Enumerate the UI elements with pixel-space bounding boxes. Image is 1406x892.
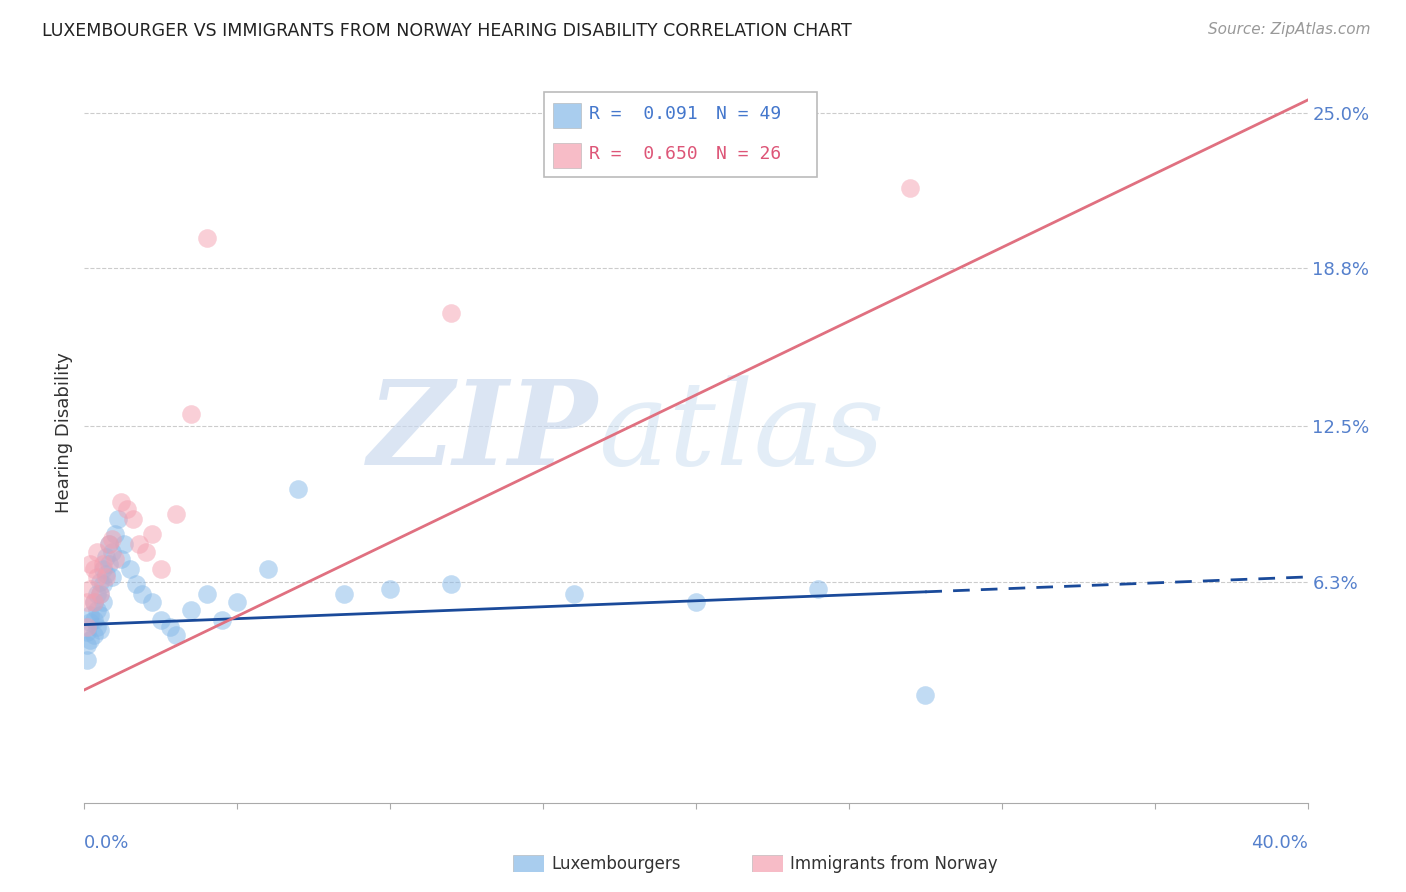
Point (128, 537, 150, 551)
Point (79, 582, 101, 597)
Point (79, 632, 101, 647)
Point (104, 552, 127, 566)
Point (226, 595, 249, 609)
Point (83, 595, 105, 609)
Y-axis label: Hearing Disability: Hearing Disability (55, 352, 73, 513)
Point (89, 587, 111, 601)
Point (165, 627, 187, 641)
Text: LUXEMBOURGER VS IMMIGRANTS FROM NORWAY HEARING DISABILITY CORRELATION CHART: LUXEMBOURGER VS IMMIGRANTS FROM NORWAY H… (42, 22, 852, 40)
Point (86, 620, 108, 634)
Bar (553, 143, 581, 168)
Point (79, 558, 101, 572)
Point (195, 231, 218, 245)
Point (141, 595, 163, 609)
Point (110, 494, 132, 508)
Point (83, 562, 105, 576)
Point (195, 587, 218, 601)
Point (120, 562, 142, 576)
Point (110, 552, 132, 566)
Point (107, 512, 129, 526)
Point (257, 562, 280, 576)
Point (76, 653, 98, 667)
Point (380, 582, 402, 597)
Text: R =  0.650: R = 0.650 (589, 145, 697, 163)
Text: atlas: atlas (598, 376, 884, 490)
Point (101, 533, 124, 547)
Point (86, 570, 108, 584)
Point (97, 537, 120, 551)
Point (333, 587, 356, 601)
Point (112, 537, 135, 551)
Point (149, 613, 172, 627)
Point (125, 577, 148, 591)
Point (91, 595, 114, 609)
Point (76, 638, 98, 652)
Text: Source: ZipAtlas.com: Source: ZipAtlas.com (1208, 22, 1371, 37)
Point (91, 577, 114, 591)
Text: N = 49: N = 49 (716, 105, 780, 123)
Point (76, 620, 98, 634)
Point (94, 549, 117, 564)
Point (86, 545, 108, 559)
Point (86, 602, 108, 616)
Point (131, 587, 153, 601)
Point (83, 613, 105, 627)
Text: 0.0%: 0.0% (84, 834, 129, 852)
Point (211, 613, 233, 627)
Point (122, 512, 145, 526)
Point (101, 545, 124, 559)
Point (97, 558, 120, 572)
Point (180, 602, 202, 616)
Point (898, 181, 921, 195)
Point (89, 607, 111, 622)
Point (104, 527, 127, 541)
Point (180, 407, 202, 421)
Text: Immigrants from Norway: Immigrants from Norway (790, 855, 998, 873)
Point (440, 577, 463, 591)
Text: R =  0.091: R = 0.091 (589, 105, 697, 123)
Point (807, 582, 830, 597)
Point (115, 502, 138, 516)
Point (287, 482, 309, 496)
Point (76, 625, 98, 640)
Point (94, 567, 117, 582)
Point (97, 537, 120, 551)
Point (89, 574, 111, 589)
Point (86, 587, 108, 601)
Point (562, 587, 585, 601)
Point (83, 627, 105, 641)
Point (149, 562, 172, 576)
FancyBboxPatch shape (544, 92, 817, 177)
Text: ZIP: ZIP (368, 376, 598, 490)
Text: 40.0%: 40.0% (1251, 834, 1308, 852)
Point (135, 545, 157, 559)
Point (440, 306, 463, 320)
Point (79, 607, 101, 622)
Point (101, 570, 124, 584)
Point (83, 595, 105, 609)
Point (91, 558, 114, 572)
Point (89, 587, 111, 601)
Text: Luxembourgers: Luxembourgers (551, 855, 681, 873)
Point (89, 623, 111, 637)
Point (685, 595, 707, 609)
Point (91, 562, 114, 576)
Point (141, 527, 163, 541)
Point (94, 570, 117, 584)
Point (79, 615, 101, 629)
Point (76, 595, 98, 609)
Text: N = 26: N = 26 (716, 145, 780, 163)
Point (914, 688, 936, 702)
Point (165, 507, 187, 521)
Bar (553, 103, 581, 128)
Point (159, 620, 181, 634)
